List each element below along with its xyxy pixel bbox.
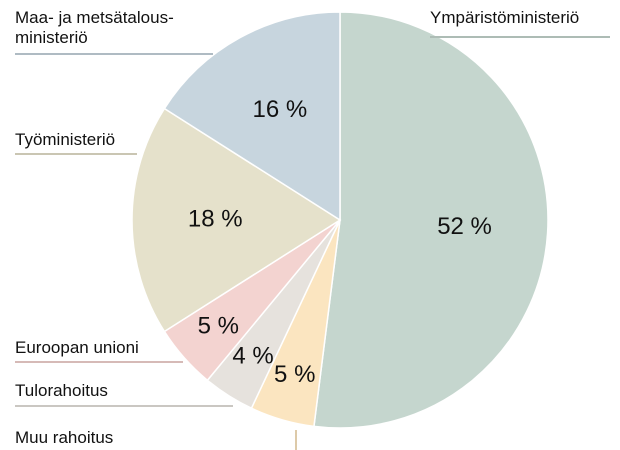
category-label: Ympäristöministeriö — [430, 8, 580, 27]
value-label: 16 % — [253, 96, 308, 123]
value-label: 5 % — [198, 313, 239, 340]
category-label: Euroopan unioni — [15, 338, 139, 357]
pie-slice — [163, 11, 341, 222]
category-label: Työministeriö — [15, 130, 116, 149]
value-label: 18 % — [188, 205, 243, 232]
value-label: 4 % — [232, 342, 273, 369]
pie-slice — [313, 11, 549, 429]
category-label: Maa- ja metsätalous- ministeriö — [15, 8, 174, 47]
value-label: 52 % — [437, 213, 492, 240]
category-label: Muu rahoitus — [15, 428, 114, 447]
value-label: 5 % — [274, 361, 315, 388]
category-label: Tulorahoitus — [15, 381, 108, 400]
pie-slice — [131, 107, 342, 333]
